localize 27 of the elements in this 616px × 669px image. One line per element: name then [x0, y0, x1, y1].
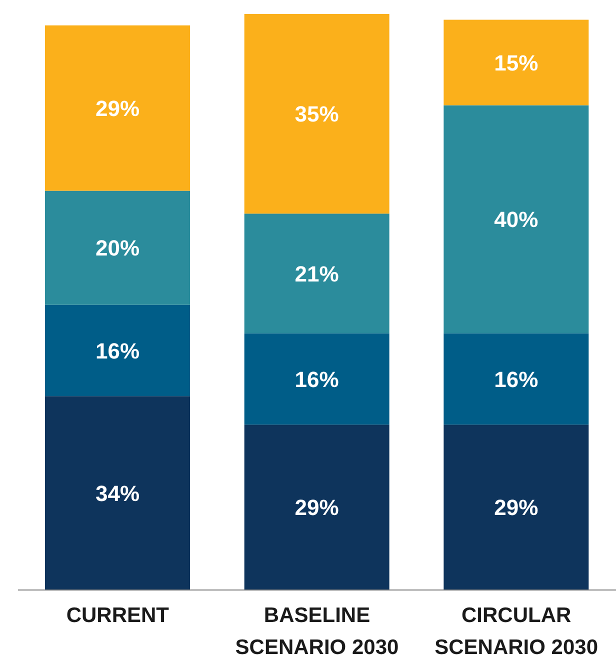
- bar: [444, 105, 589, 334]
- data-label: 16%: [95, 338, 140, 364]
- bar: [45, 304, 190, 396]
- data-label: 29%: [95, 96, 140, 121]
- data-label: 21%: [294, 261, 339, 286]
- data-label: 34%: [95, 480, 140, 506]
- data-label: 29%: [494, 495, 538, 520]
- bar: [444, 20, 589, 106]
- data-label: 20%: [95, 236, 140, 261]
- bar: [244, 214, 390, 334]
- data-label: 15%: [494, 50, 538, 76]
- data-label: 35%: [294, 102, 339, 127]
- bar: [45, 190, 190, 305]
- x-tick-label: BASELINE SCENARIO 2030: [235, 604, 399, 659]
- data-label: 29%: [294, 495, 339, 520]
- bar: [444, 424, 589, 590]
- bar: [244, 424, 390, 590]
- data-label: 16%: [494, 366, 538, 392]
- bar: [45, 25, 190, 191]
- x-tick-label: CURRENT: [66, 604, 170, 627]
- x-tick-label: CIRCULAR SCENARIO 2030: [434, 604, 598, 659]
- bar: [444, 333, 589, 425]
- bar: [244, 14, 390, 214]
- bar: [244, 333, 390, 425]
- bar: [45, 396, 190, 590]
- data-label: 40%: [494, 207, 538, 232]
- data-label: 16%: [294, 366, 339, 392]
